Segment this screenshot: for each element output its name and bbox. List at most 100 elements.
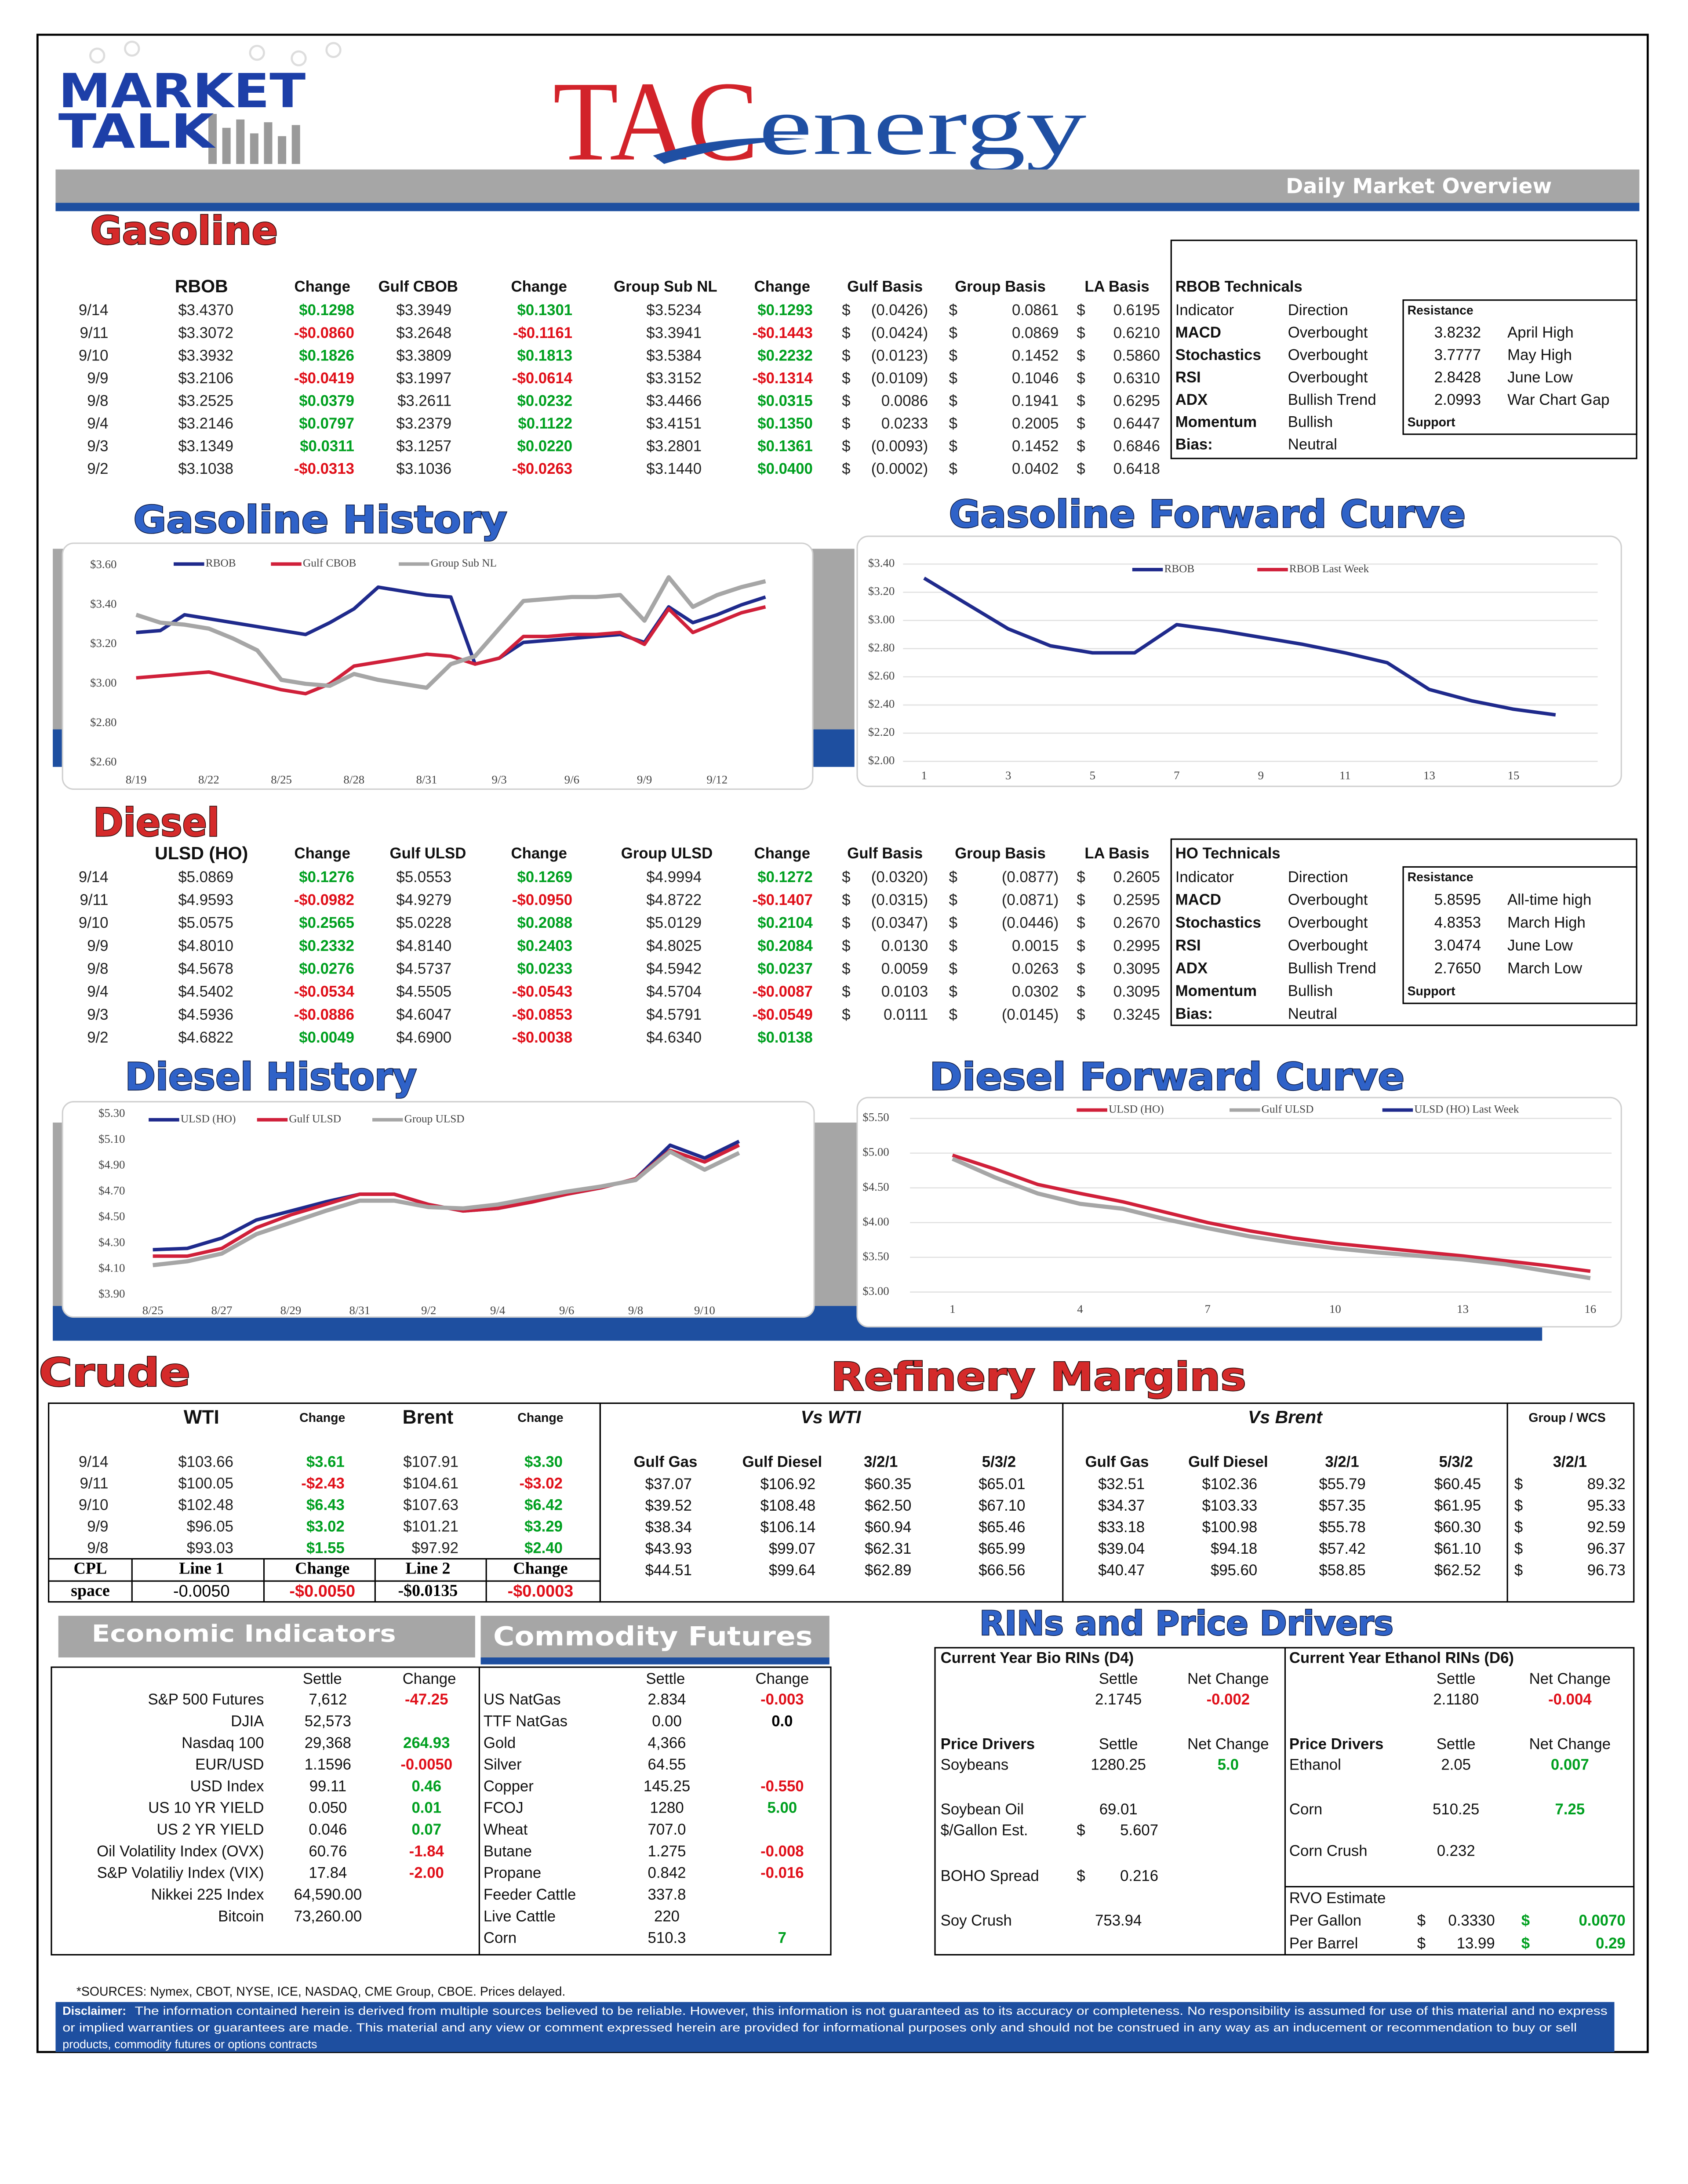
logo-energy: energy	[759, 80, 1087, 172]
table-cell: $102.36	[1202, 1476, 1258, 1493]
table-cell: 9/2	[87, 1029, 108, 1046]
group-header: Vs WTI	[801, 1407, 862, 1427]
column-header: Change	[511, 845, 567, 862]
settle: 1.1596	[305, 1756, 351, 1773]
brand-text: MARKET	[58, 64, 306, 119]
indicator: Indicator	[1175, 869, 1234, 886]
change-cell: $0.0400	[757, 461, 813, 477]
table-cell: $	[842, 370, 850, 387]
group-header: Vs Brent	[1248, 1407, 1323, 1427]
table-cell: (0.0424)	[871, 325, 928, 342]
table-cell: $61.95	[1434, 1497, 1481, 1514]
table-cell: 0.1941	[1012, 392, 1059, 409]
column-header: Settle	[1099, 1736, 1138, 1752]
legend-label: Group ULSD	[404, 1113, 465, 1125]
settle: 73,260.00	[294, 1908, 362, 1925]
change: 7.25	[1555, 1801, 1585, 1818]
direction: Bullish Trend	[1288, 960, 1376, 977]
change-cell: $0.1301	[517, 302, 573, 319]
table-cell: $37.07	[645, 1476, 692, 1493]
commodity-name: Gold	[484, 1735, 516, 1752]
settle: 1.275	[648, 1843, 686, 1860]
table-cell: 0.6447	[1113, 415, 1160, 432]
table-cell: $3.4370	[178, 302, 233, 319]
direction: Overbought	[1288, 369, 1368, 386]
table-cell: 9/4	[87, 984, 108, 1000]
column-header: Change	[403, 1671, 456, 1687]
legend-label: ULSD (HO)	[1109, 1103, 1164, 1115]
change-cell: $3.29	[524, 1519, 563, 1535]
change-cell: $0.2565	[299, 915, 354, 931]
table-cell: (0.0093)	[871, 438, 928, 454]
table-cell: 0.2995	[1113, 938, 1160, 954]
table-cell: $3.3072	[178, 325, 233, 342]
table-cell: 0.1452	[1012, 347, 1059, 364]
levels-box	[1402, 299, 1637, 435]
change: 5.00	[768, 1800, 797, 1817]
column-header: 5/3/2	[982, 1454, 1016, 1471]
table-cell: 0.0103	[881, 984, 928, 1000]
table-cell: $	[842, 347, 850, 364]
table-cell: 0.1452	[1012, 438, 1059, 454]
table-cell: $4.8025	[646, 938, 702, 954]
logo-bar	[278, 136, 287, 164]
column-header: Change	[295, 845, 350, 862]
x-tick-label: 15	[1508, 769, 1520, 782]
table-cell: 0.6418	[1113, 461, 1160, 477]
direction: Direction	[1288, 869, 1348, 886]
change-cell: -$0.0886	[294, 1007, 354, 1023]
column-header: Change	[517, 1411, 563, 1425]
change-cell: $0.2104	[757, 915, 813, 931]
table-cell: $60.94	[865, 1519, 911, 1536]
x-tick-label: 9/12	[706, 773, 728, 786]
table-cell: 9/11	[80, 892, 108, 908]
table-cell: 9/14	[79, 869, 109, 886]
x-tick-label: 7	[1205, 1302, 1211, 1315]
settle: 7,612	[309, 1691, 347, 1708]
table-cell: $	[1514, 1476, 1523, 1493]
table-cell: 0.3095	[1113, 984, 1160, 1000]
commodity-name: TTF NatGas	[484, 1713, 568, 1730]
table-cell: $3.4466	[646, 392, 702, 409]
logo-bar	[264, 122, 273, 164]
section-title: Gasoline	[90, 208, 278, 253]
x-tick-label: 9/4	[490, 1304, 506, 1317]
table-cell: $	[1514, 1541, 1523, 1557]
table-cell: (0.0109)	[871, 370, 928, 387]
cpl-cell: Line 1	[179, 1559, 224, 1578]
cpl-cell: Change	[513, 1559, 568, 1578]
level-label: May High	[1507, 347, 1572, 363]
table-cell: $	[1077, 415, 1085, 432]
table-cell: $	[842, 325, 850, 342]
table-cell: 0.1046	[1012, 370, 1059, 387]
table-cell: $60.35	[865, 1476, 911, 1493]
table-cell: $3.1036	[397, 461, 452, 477]
settle: 2.1180	[1433, 1691, 1479, 1708]
commodity-name: Feeder Cattle	[484, 1886, 576, 1903]
table-cell: $107.91	[403, 1454, 458, 1471]
indicator: MACD	[1175, 324, 1221, 341]
indicator-name: S&P Volatiliy Index (VIX)	[97, 1865, 264, 1882]
table-cell: $103.66	[178, 1454, 233, 1471]
table-cell: $43.93	[645, 1541, 692, 1557]
y-tick-label: $3.00	[868, 613, 895, 626]
commodity-name: Live Cattle	[484, 1908, 556, 1925]
table-cell: 96.73	[1587, 1562, 1626, 1579]
table-cell: $5.0869	[178, 869, 233, 886]
column-header: Change	[511, 279, 567, 295]
y-tick-label: $2.40	[868, 697, 895, 710]
indicator: Momentum	[1175, 414, 1257, 431]
series-line	[952, 1153, 1591, 1273]
table-cell: $	[1077, 961, 1085, 978]
level-value: 3.7777	[1434, 347, 1481, 363]
settle: 0.232	[1437, 1843, 1475, 1860]
column-header: Group Basis	[955, 279, 1046, 295]
change-cell: $0.0049	[299, 1029, 354, 1046]
indicator-name: EUR/USD	[195, 1756, 264, 1773]
indicator: Stochastics	[1175, 347, 1261, 363]
change: 0.01	[411, 1800, 441, 1817]
legend-label: RBOB	[1164, 563, 1194, 575]
table-cell: $	[1514, 1519, 1523, 1536]
commodity-name: Copper	[484, 1778, 534, 1795]
change-cell: $0.1269	[517, 869, 573, 886]
